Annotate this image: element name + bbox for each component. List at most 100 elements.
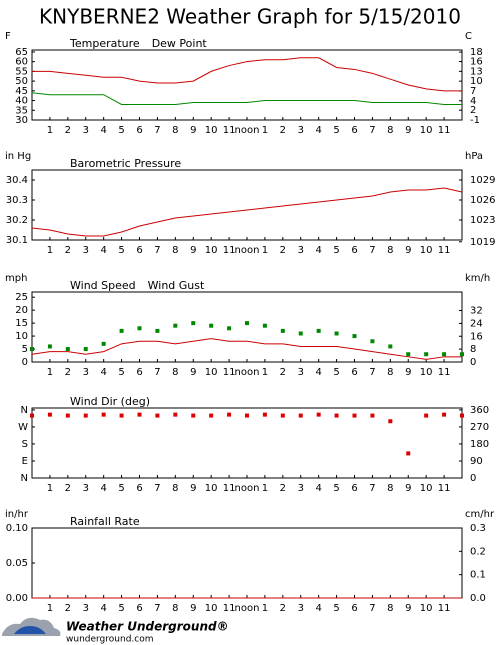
x-tick-label: 5	[118, 367, 124, 378]
x-tick-label: 1	[47, 603, 53, 614]
x-tick-label: 5	[118, 603, 124, 614]
series-point	[370, 413, 375, 418]
series-point	[280, 413, 285, 418]
x-tick-label: 9	[405, 125, 411, 136]
y2-tick-label: 32	[470, 306, 483, 317]
y-tick-label: 20	[15, 305, 28, 316]
y-axis-label: in Hg	[5, 151, 31, 162]
series-point	[316, 412, 321, 417]
series-point	[406, 451, 411, 456]
x-tick-label: 2	[65, 125, 71, 136]
series-point	[119, 328, 124, 333]
series-point	[388, 419, 393, 424]
y2-tick-label: 1019	[470, 237, 495, 248]
x-tick-label: 2	[65, 367, 71, 378]
series-point	[298, 413, 303, 418]
series-point	[442, 412, 447, 417]
x-tick-label: 11	[223, 125, 236, 136]
x-tick-label: noon	[235, 245, 260, 256]
x-tick-label: 2	[280, 603, 286, 614]
series-point	[245, 413, 249, 418]
y2-tick-label: 8	[470, 344, 476, 355]
x-tick-label: 3	[298, 125, 304, 136]
series-point	[30, 347, 34, 352]
x-tick-label: 3	[298, 603, 304, 614]
y-tick-label: 50	[15, 76, 28, 87]
y2-tick-label: 0	[470, 357, 476, 368]
x-tick-label: 10	[205, 245, 218, 256]
y2-tick-label: 180	[470, 439, 489, 450]
series-point	[370, 339, 375, 344]
y-tick-label: 30.3	[6, 195, 28, 206]
x-tick-label: 10	[420, 125, 433, 136]
x-tick-label: 8	[387, 603, 393, 614]
x-tick-label: 10	[205, 125, 218, 136]
x-tick-label: 10	[420, 483, 433, 494]
y-tick-label: 30	[15, 115, 28, 126]
x-tick-label: 11	[223, 245, 236, 256]
y2-tick-label: 0.2	[470, 546, 486, 557]
x-tick-label: 1	[262, 603, 268, 614]
series-point	[334, 331, 339, 336]
x-tick-label: 9	[190, 603, 196, 614]
x-tick-label: 6	[351, 603, 357, 614]
series-point	[424, 352, 429, 357]
plot-area	[31, 49, 463, 121]
x-tick-label: 8	[172, 245, 178, 256]
x-tick-label: 8	[387, 125, 393, 136]
x-tick-label: 6	[136, 603, 142, 614]
x-tick-label: 11	[223, 367, 236, 378]
x-tick-label: 8	[387, 245, 393, 256]
series-point	[155, 413, 160, 418]
y2-tick-label: 360	[470, 405, 489, 416]
legend-entry: Rainfall Rate	[70, 515, 140, 528]
series-point	[101, 412, 106, 417]
x-tick-label: 7	[369, 367, 375, 378]
x-tick-label: 2	[65, 245, 71, 256]
site: wunderground.com	[66, 635, 154, 645]
x-tick-label: 3	[83, 125, 89, 136]
legend-entry: Temperature	[69, 37, 140, 50]
x-tick-label: 3	[298, 483, 304, 494]
x-tick-label: 7	[369, 245, 375, 256]
x-tick-label: 7	[154, 483, 160, 494]
x-tick-label: 5	[333, 483, 339, 494]
plot-area	[31, 291, 463, 363]
x-tick-label: 11	[223, 483, 236, 494]
y-tick-label: 65	[15, 47, 28, 58]
x-tick-label: 9	[190, 367, 196, 378]
y2-tick-label: -1	[470, 115, 480, 126]
series-point	[280, 328, 285, 333]
x-tick-label: 5	[118, 245, 124, 256]
x-tick-label: 4	[100, 603, 106, 614]
x-tick-label: 10	[420, 245, 433, 256]
x-tick-label: noon	[235, 125, 260, 136]
x-tick-label: 3	[83, 245, 89, 256]
x-tick-label: 4	[100, 483, 106, 494]
y2-tick-label: 1026	[470, 195, 495, 206]
x-tick-label: 9	[405, 603, 411, 614]
series-point	[298, 331, 303, 336]
x-tick-label: 4	[315, 125, 321, 136]
x-tick-label: 9	[190, 245, 196, 256]
plot-area	[31, 407, 463, 479]
x-tick-label: 7	[154, 245, 160, 256]
x-tick-label: 9	[190, 125, 196, 136]
x-tick-label: 9	[190, 483, 196, 494]
x-tick-label: 5	[333, 245, 339, 256]
series-point	[173, 323, 178, 328]
x-tick-label: 11	[438, 483, 451, 494]
legend-entry: Dew Point	[152, 37, 208, 50]
y-tick-label: N	[21, 405, 28, 416]
x-tick-label: 11	[438, 245, 451, 256]
x-tick-label: 1	[262, 483, 268, 494]
x-tick-label: 10	[205, 603, 218, 614]
series-point	[424, 413, 429, 418]
x-tick-label: 1	[47, 125, 53, 136]
y-tick-label: 0.10	[6, 523, 28, 534]
series-point	[83, 413, 88, 418]
series-point	[209, 323, 214, 328]
x-tick-label: 1	[262, 367, 268, 378]
x-tick-label: 6	[136, 367, 142, 378]
series-point	[47, 412, 52, 417]
